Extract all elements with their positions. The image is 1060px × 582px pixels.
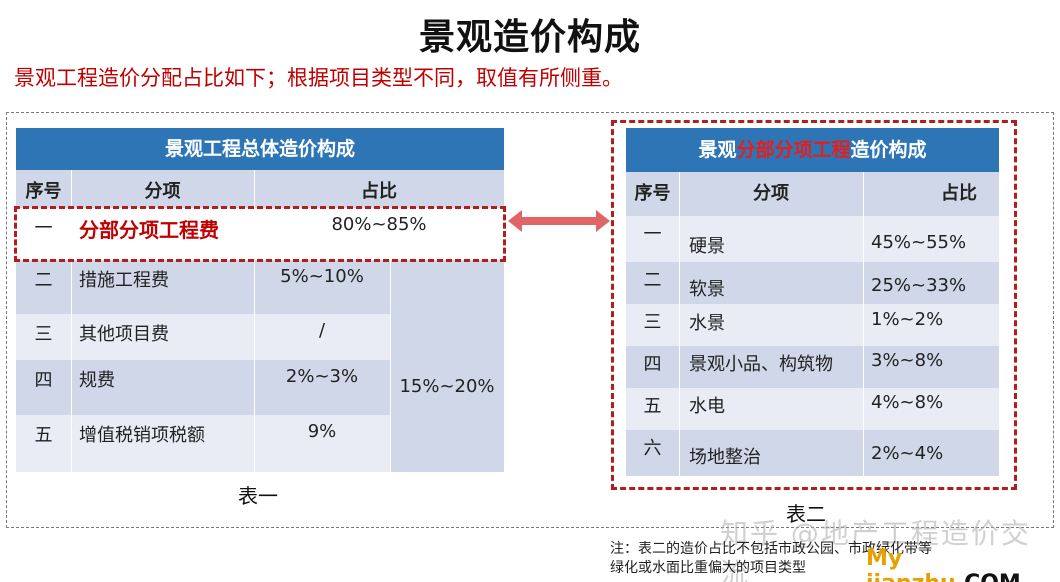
footnote: 注：表二的造价占比不包括市政公园、市政绿化带等 绿化或水面比重偏大的项目类型 xyxy=(610,540,1050,578)
table1-header-item: 分项 xyxy=(71,170,254,208)
table2-grid-line xyxy=(679,172,680,476)
table1-header-ratio: 占比 xyxy=(254,170,504,208)
table2-row1-no: 一 xyxy=(626,216,679,262)
table2-row2-ratio: 25%~33% xyxy=(863,262,999,304)
table1-row3-ratio: / xyxy=(254,314,390,360)
table1-grid-line xyxy=(390,260,391,472)
table2-title-prefix: 景观 xyxy=(698,139,737,161)
table1-row3-item: 其他项目费 xyxy=(71,314,254,360)
table1-combined-ratio: 15%~20% xyxy=(390,260,504,472)
table1-row4-no: 四 xyxy=(16,360,71,415)
table1-grid-line xyxy=(254,170,255,472)
table1-row2-no: 二 xyxy=(16,260,71,314)
table2-title-highlight: 分部分项工程 xyxy=(736,139,851,161)
table2-row4-ratio: 3%~8% xyxy=(863,346,999,388)
table1-row1-no: 一 xyxy=(34,218,53,239)
table1-row-highlight-bg xyxy=(16,208,504,260)
table1-grid-line xyxy=(71,170,72,472)
table2-header-ratio: 占比 xyxy=(863,172,999,216)
table2-row1-item: 硬景 xyxy=(679,216,863,262)
outer-dashed-frame xyxy=(6,112,1054,528)
table1-title: 景观工程总体造价构成 xyxy=(16,128,504,170)
table1-caption: 表一 xyxy=(238,484,278,508)
table1-row4-ratio: 2%~3% xyxy=(254,360,390,415)
watermark-site-suffix: .COM xyxy=(956,571,1021,582)
table2-row6-item: 场地整治 xyxy=(679,430,863,476)
table2-row2-item: 软景 xyxy=(679,262,863,304)
table1-highlight-frame xyxy=(14,206,506,262)
watermark-zhihu: 知乎 @地产工程造价交流 xyxy=(720,517,1031,582)
table2-row6-no: 六 xyxy=(626,430,679,476)
table1-row1-item: 分部分项工程费 xyxy=(79,218,219,242)
table1-row2-ratio: 5%~10% xyxy=(254,260,390,314)
table1-row3-no: 三 xyxy=(16,314,71,360)
watermark-site: My jianzhu.COM xyxy=(866,546,1060,582)
table2-row1-ratio: 45%~55% xyxy=(863,216,999,262)
watermark-site-name: My jianzhu xyxy=(866,546,956,582)
table2-header-item: 分项 xyxy=(679,172,863,216)
double-arrow-icon xyxy=(508,210,610,232)
footnote-line2: 绿化或水面比重偏大的项目类型 xyxy=(610,560,806,576)
footnote-line1: 注：表二的造价占比不包括市政公园、市政绿化带等 xyxy=(610,541,932,557)
table2-row2-no: 二 xyxy=(626,262,679,304)
table2-title-suffix: 造价构成 xyxy=(850,139,927,161)
table2-row4-no: 四 xyxy=(626,346,679,388)
page-title: 景观造价构成 xyxy=(418,17,641,58)
table1-row4-item: 规费 xyxy=(71,360,254,415)
table2-dashed-frame xyxy=(611,120,1017,490)
table1-row1-ratio: 80%~85% xyxy=(331,214,427,235)
table2-row3-ratio: 1%~2% xyxy=(863,304,999,346)
table2-title: 景观分部分项工程造价构成 xyxy=(626,128,999,172)
table2-caption: 表二 xyxy=(786,502,826,526)
table2-grid-line xyxy=(863,172,864,476)
table2-row5-ratio: 4%~8% xyxy=(863,388,999,430)
table2-row3-item: 水景 xyxy=(679,304,863,346)
table1-row2-item: 措施工程费 xyxy=(71,260,254,314)
table1-header-no: 序号 xyxy=(16,170,71,208)
table2-row3-no: 三 xyxy=(626,304,679,346)
table1-row5-no: 五 xyxy=(16,415,71,472)
page-subtitle: 景观工程造价分配占比如下；根据项目类型不同，取值有所侧重。 xyxy=(14,66,623,90)
table2-header-no: 序号 xyxy=(626,172,679,216)
table2-row5-no: 五 xyxy=(626,388,679,430)
table2-row4-item: 景观小品、构筑物 xyxy=(679,346,863,388)
table1-row5-item: 增值税销项税额 xyxy=(71,415,254,472)
table1-row5-ratio: 9% xyxy=(254,415,390,472)
table2-row5-item: 水电 xyxy=(679,388,863,430)
table2-row6-ratio: 2%~4% xyxy=(863,430,999,476)
